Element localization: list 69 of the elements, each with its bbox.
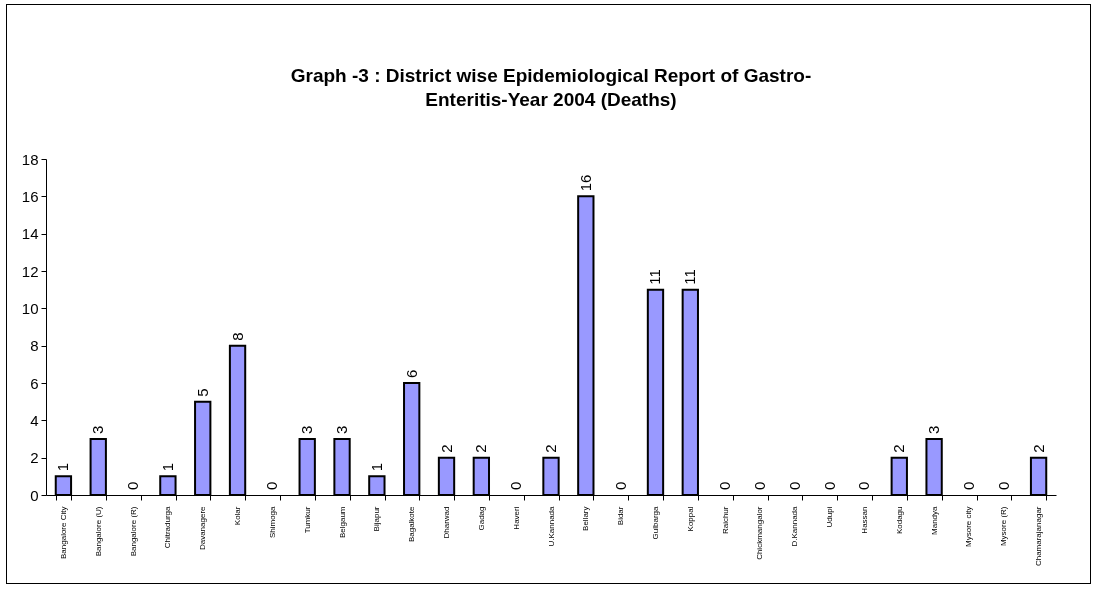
data-label: 0 [855,481,873,490]
data-label: 5 [193,388,211,397]
data-label: 3 [333,425,351,434]
y-tick-label: 18 [21,150,39,168]
y-tick-label: 14 [21,225,39,243]
x-tick-label: Mandya [929,505,939,535]
data-label: 0 [124,481,142,490]
x-tick-label: Koppal [685,506,695,532]
y-tick-label: 10 [21,299,39,317]
data-label: 0 [994,481,1012,490]
x-tick-label: D.Kannada [790,505,800,547]
x-tick-label: Bagalkote [407,505,417,543]
x-tick-label: Bangalore City [58,506,68,559]
x-tick-label: Tumkur [302,506,312,534]
data-label: 11 [646,269,664,285]
x-tick-label: Bangalore (R) [128,506,138,557]
x-tick-label: Chickmangalor [755,506,765,560]
data-label: 0 [820,481,838,490]
x-tick-label: Belgaum [337,506,347,539]
x-tick-label: Gadag [476,506,486,531]
data-label: 0 [507,481,525,490]
data-label: 0 [611,481,629,490]
data-label: 0 [959,481,977,490]
data-label: 0 [750,481,768,490]
x-tick-label: Chamarajanagar [1034,506,1044,567]
data-label: 1 [158,462,176,472]
y-tick-label: 12 [21,262,39,280]
data-label: 0 [785,481,803,490]
data-label: 2 [890,444,908,453]
x-tick-label: Raichur [720,506,730,535]
data-label: 3 [89,425,107,434]
y-tick-label: 16 [21,187,39,205]
x-tick-label: Davanagere [198,505,208,551]
x-tick-label: Kolar [233,506,243,526]
x-tick-label: Chitradurga [163,505,173,549]
data-label: 3 [925,425,943,434]
x-tick-label: Dharwad [442,506,452,539]
y-tick-label: 8 [30,337,39,355]
data-label: 2 [472,444,490,453]
data-label: 6 [402,369,420,378]
x-tick-label: Shimoga [267,505,277,539]
x-tick-label: U.Kannada [546,505,556,547]
chart-title: Graph -3 : District wise Epidemiological Report of Gastro-Enteritis-Year 2004 (Deaths) [290,65,812,110]
y-tick-label: 0 [30,486,39,504]
x-tick-label: Bidar [616,506,626,526]
data-label: 11 [681,269,699,285]
x-tick-label: Udupi [825,506,835,528]
y-tick-label: 2 [30,449,39,467]
x-tick-label: Hassan [859,506,869,534]
y-tick-label: 6 [30,374,39,392]
data-label: 1 [367,462,385,472]
data-label: 2 [542,444,559,453]
x-tick-label: Kodagu [894,506,904,535]
x-tick-label: Gulbarga [650,505,660,540]
y-tick-label: 4 [30,411,39,429]
data-label: 16 [576,174,594,192]
data-label: 1 [54,462,72,472]
x-tick-label: Mysore (R) [999,506,1009,547]
data-label: 2 [1029,444,1047,453]
x-tick-label: Bellary [581,506,591,531]
x-tick-label: Haveri [511,506,521,530]
data-label: 8 [228,332,246,341]
x-tick-label: Bangalore (U) [93,506,103,557]
x-tick-label: Bijapur [372,506,382,532]
data-label: 3 [298,425,316,434]
data-label: 2 [437,444,455,453]
x-tick-label: Mysore city [964,506,974,547]
data-label: 0 [716,481,734,490]
data-label: 0 [263,481,281,490]
